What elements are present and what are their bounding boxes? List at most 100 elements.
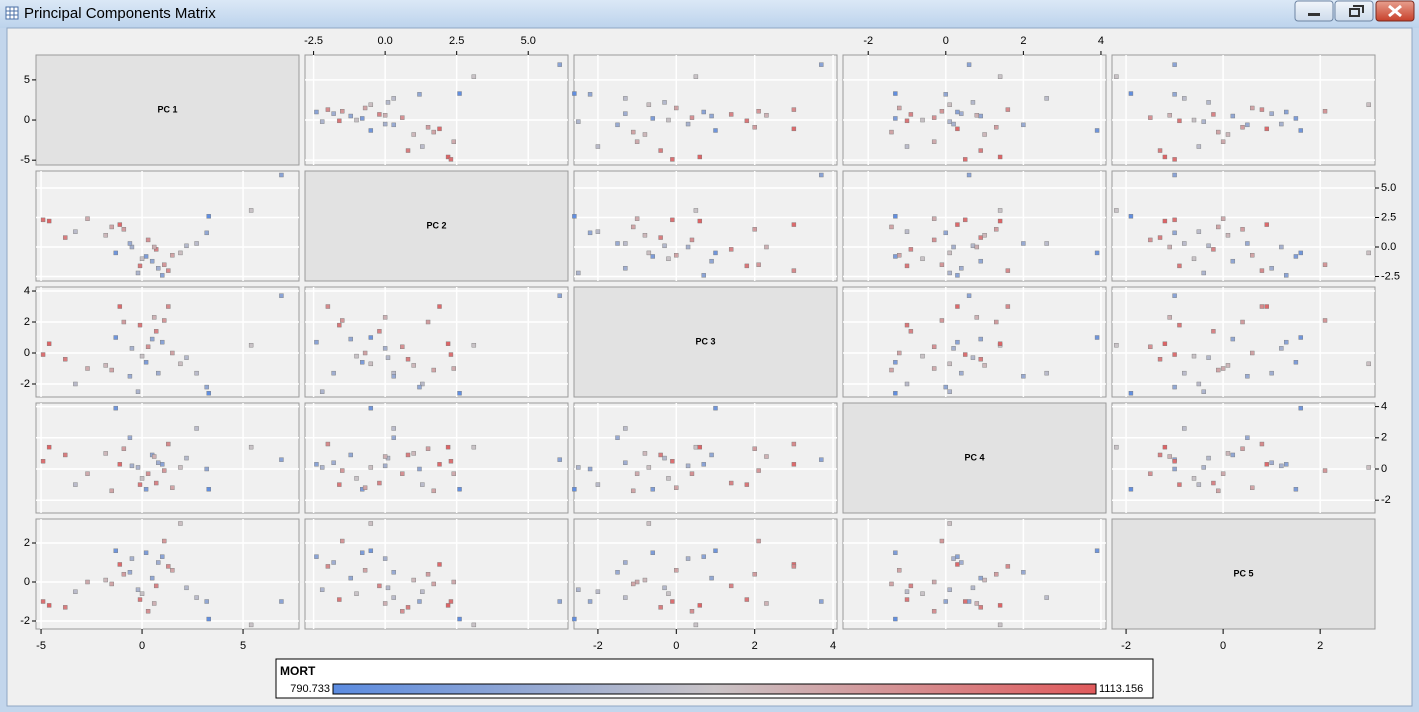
point: [1216, 367, 1221, 373]
point: [666, 117, 671, 123]
y-tick-label: 0: [24, 576, 30, 588]
point: [166, 304, 171, 309]
point: [666, 476, 671, 481]
title-bar: [0, 0, 1419, 28]
point: [1157, 356, 1163, 362]
diagonal-panel: [842, 402, 1107, 514]
point: [670, 599, 675, 604]
restore-button[interactable]: [1334, 0, 1374, 22]
point: [997, 74, 1003, 79]
point: [955, 273, 960, 278]
x-tick-label: 0.0: [377, 35, 392, 47]
point: [40, 599, 46, 604]
point: [194, 370, 199, 376]
point: [391, 595, 396, 600]
point: [103, 577, 108, 583]
point: [420, 589, 425, 594]
point: [1172, 230, 1177, 236]
point: [650, 116, 655, 121]
point: [908, 247, 914, 252]
point: [160, 554, 165, 559]
point: [362, 350, 368, 356]
minimize-button[interactable]: [1294, 0, 1334, 22]
point: [904, 263, 910, 269]
panel: [304, 54, 569, 166]
point: [1225, 233, 1231, 238]
point: [943, 230, 948, 236]
point: [693, 444, 699, 450]
point: [457, 616, 462, 622]
panel: PC 4: [842, 402, 1107, 514]
point: [615, 241, 620, 246]
point: [1148, 471, 1153, 476]
panel-background: [304, 518, 569, 630]
point: [947, 389, 952, 394]
point: [693, 208, 699, 213]
point: [314, 462, 319, 467]
x-tick-label: -2.5: [304, 35, 323, 47]
point: [1094, 335, 1100, 340]
point: [931, 579, 937, 585]
x-tick-label: 2: [752, 640, 758, 652]
point: [135, 587, 141, 592]
point: [127, 435, 133, 440]
point: [978, 356, 983, 362]
point: [974, 315, 980, 320]
point: [685, 556, 691, 561]
point: [1148, 237, 1153, 243]
point: [1005, 107, 1011, 112]
point: [1366, 361, 1371, 367]
point: [572, 616, 577, 622]
panel: [304, 402, 569, 514]
point: [974, 601, 980, 606]
point: [385, 100, 391, 105]
point: [962, 217, 968, 223]
point: [623, 266, 628, 271]
point: [1240, 227, 1245, 232]
point: [1021, 122, 1026, 128]
point: [1225, 132, 1231, 137]
point: [889, 129, 894, 135]
point: [978, 575, 983, 581]
point: [1206, 455, 1211, 461]
panel: [35, 518, 300, 630]
panel: [304, 518, 569, 630]
point: [791, 268, 797, 273]
point: [1279, 121, 1284, 127]
point: [156, 370, 161, 376]
panel-background: [35, 518, 300, 630]
point: [955, 109, 960, 115]
point: [431, 488, 436, 494]
point: [425, 571, 431, 577]
point: [1250, 485, 1255, 490]
point: [40, 352, 46, 357]
panel-background: [304, 286, 569, 398]
panel-background: [1111, 170, 1376, 282]
point: [143, 360, 149, 365]
diagonal-panel: [1111, 518, 1376, 630]
point: [145, 471, 151, 476]
point: [46, 444, 52, 450]
point: [630, 129, 636, 135]
point: [457, 487, 462, 492]
point: [204, 599, 209, 604]
point: [73, 482, 78, 487]
point: [184, 355, 189, 360]
point: [1211, 112, 1216, 117]
point: [1172, 466, 1177, 472]
point: [405, 148, 411, 153]
point: [1240, 125, 1245, 130]
point: [382, 601, 388, 606]
point: [139, 353, 145, 359]
point: [1172, 172, 1177, 178]
point: [431, 581, 436, 587]
point: [819, 62, 824, 67]
point: [279, 457, 284, 462]
point: [634, 579, 640, 585]
point: [634, 471, 640, 476]
point: [947, 587, 952, 592]
point: [994, 125, 999, 130]
point: [623, 560, 628, 565]
point: [1298, 405, 1303, 411]
point: [1196, 144, 1202, 149]
